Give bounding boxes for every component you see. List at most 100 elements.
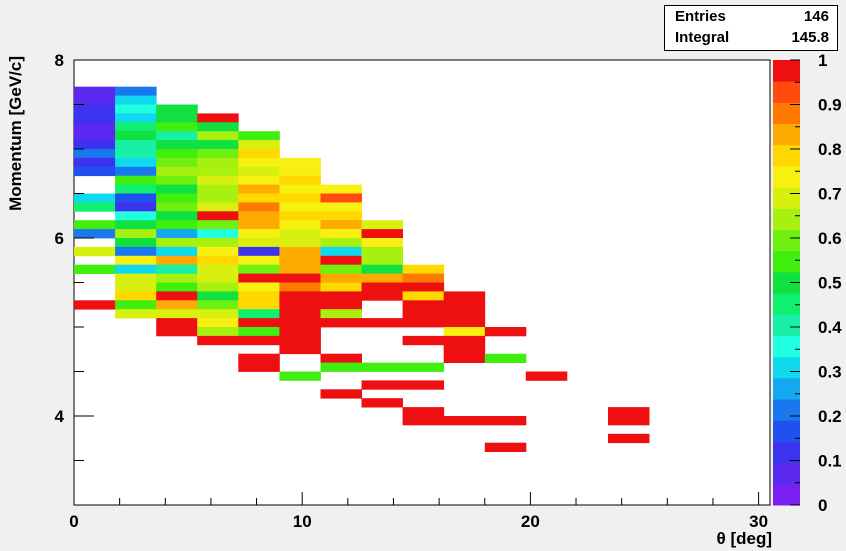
- color-scale: 0 0.1 0.2 0.3 0.4 0.5 0.6 0.7 0.8 0.9 1: [773, 51, 842, 515]
- heatmap-bin: [443, 327, 486, 337]
- heatmap-bin: [197, 149, 239, 159]
- heatmap-bin: [197, 211, 239, 221]
- color-scale-segment: [773, 441, 800, 464]
- heatmap-bin: [74, 86, 116, 96]
- heatmap-bin: [238, 149, 280, 159]
- heatmap-bin: [320, 362, 362, 372]
- heatmap-bin: [197, 113, 239, 123]
- heatmap-bin: [115, 264, 157, 274]
- heatmap-bin: [156, 229, 198, 239]
- heatmap-bin: [320, 273, 362, 283]
- heatmap-bin: [279, 344, 321, 355]
- heatmap-bin: [443, 335, 486, 346]
- heatmap-bin: [197, 157, 239, 168]
- heatmap-bin: [320, 246, 362, 257]
- heatmap-bin: [443, 291, 486, 301]
- heatmap-bin: [402, 264, 445, 274]
- x-tick-label: 20: [521, 512, 540, 531]
- color-scale-segment: [773, 123, 800, 146]
- color-scale-label: 0: [818, 496, 827, 515]
- heatmap-bin: [484, 442, 527, 452]
- heatmap-bin: [197, 318, 239, 328]
- heatmap-bin: [279, 300, 321, 310]
- color-scale-label: 0.1: [818, 452, 842, 471]
- color-scale-label: 0.3: [818, 363, 842, 382]
- heatmap-bin: [484, 353, 527, 363]
- heatmap-bin: [238, 362, 280, 372]
- color-scale-segment: [773, 144, 800, 167]
- heatmap-bin: [608, 416, 650, 426]
- heatmap-bin: [402, 300, 445, 310]
- heatmap-bin: [156, 309, 198, 319]
- color-scale-label: 0.4: [818, 318, 842, 337]
- heatmap-bin: [238, 353, 280, 363]
- heatmap-bin: [443, 309, 486, 319]
- heatmap-bin: [197, 291, 239, 301]
- heatmap-bin: [320, 353, 362, 363]
- color-scale-segment: [773, 250, 800, 273]
- heatmap-bin: [238, 291, 280, 301]
- heatmap-bin: [361, 220, 403, 230]
- heatmap-bin: [156, 220, 198, 230]
- heatmap-bin: [279, 255, 321, 266]
- heatmap-bin: [74, 202, 116, 212]
- color-scale-segment: [773, 81, 800, 103]
- heatmap-bin: [197, 220, 239, 230]
- heatmap-bin: [115, 309, 157, 319]
- heatmap-bin: [361, 398, 403, 408]
- heatmap-bin: [197, 255, 239, 266]
- heatmap-bin: [279, 273, 321, 283]
- heatmap-bin: [279, 327, 321, 337]
- heatmap-bin: [197, 122, 239, 132]
- heatmap-bin: [238, 255, 280, 266]
- heatmap-bin: [361, 273, 403, 283]
- heatmap-bin: [361, 362, 403, 372]
- heatmap-bin: [156, 193, 198, 203]
- heatmap-bin: [74, 246, 116, 257]
- heatmap-bin: [279, 335, 321, 346]
- heatmap-bin: [156, 166, 198, 177]
- heatmap-bin: [279, 291, 321, 301]
- heatmap-bin: [320, 264, 362, 274]
- heatmap-bin: [74, 300, 116, 310]
- integral-label: Integral: [675, 29, 730, 46]
- heatmap-bin: [238, 175, 280, 185]
- x-tick-label: 10: [293, 512, 312, 531]
- heatmap-bin: [238, 131, 280, 141]
- heatmap-bin: [238, 238, 280, 248]
- heatmap-bin: [197, 300, 239, 310]
- heatmap-bin: [156, 246, 198, 257]
- heatmap-bin: [238, 282, 280, 292]
- heatmap-bin: [197, 327, 239, 337]
- heatmap-bin: [156, 157, 198, 168]
- heatmap-bin: [361, 255, 403, 266]
- heatmap-bin: [197, 335, 239, 346]
- heatmap-bin: [115, 282, 157, 292]
- heatmap-bin: [320, 282, 362, 292]
- color-scale-segment: [773, 420, 800, 442]
- color-scale-segment: [773, 356, 800, 379]
- heatmap-bin: [156, 175, 198, 185]
- heatmap-bin: [197, 193, 239, 203]
- heatmap-bin: [279, 166, 321, 177]
- heatmap-bin: [279, 211, 321, 221]
- color-scale-segment: [773, 399, 800, 421]
- x-axis-label: θ [deg]: [717, 529, 772, 548]
- heatmap-bin: [115, 175, 157, 185]
- heatmap-bin: [443, 300, 486, 310]
- heatmap-bin: [115, 273, 157, 283]
- color-scale-label: 0.5: [818, 274, 842, 293]
- heatmap-bin: [197, 140, 239, 150]
- heatmap-bin: [74, 113, 116, 123]
- heatmap-bin: [320, 300, 362, 310]
- heatmap-bin: [402, 273, 445, 283]
- heatmap-bin: [156, 318, 198, 328]
- heatmap-bin: [238, 184, 280, 194]
- heatmap-bin: [484, 416, 527, 426]
- heatmap-bin: [156, 104, 198, 114]
- color-scale-segment: [773, 208, 800, 231]
- heatmap-bin: [320, 389, 362, 399]
- heatmap-bin: [361, 380, 403, 390]
- heatmap-bin: [197, 246, 239, 257]
- heatmap-bin: [361, 229, 403, 239]
